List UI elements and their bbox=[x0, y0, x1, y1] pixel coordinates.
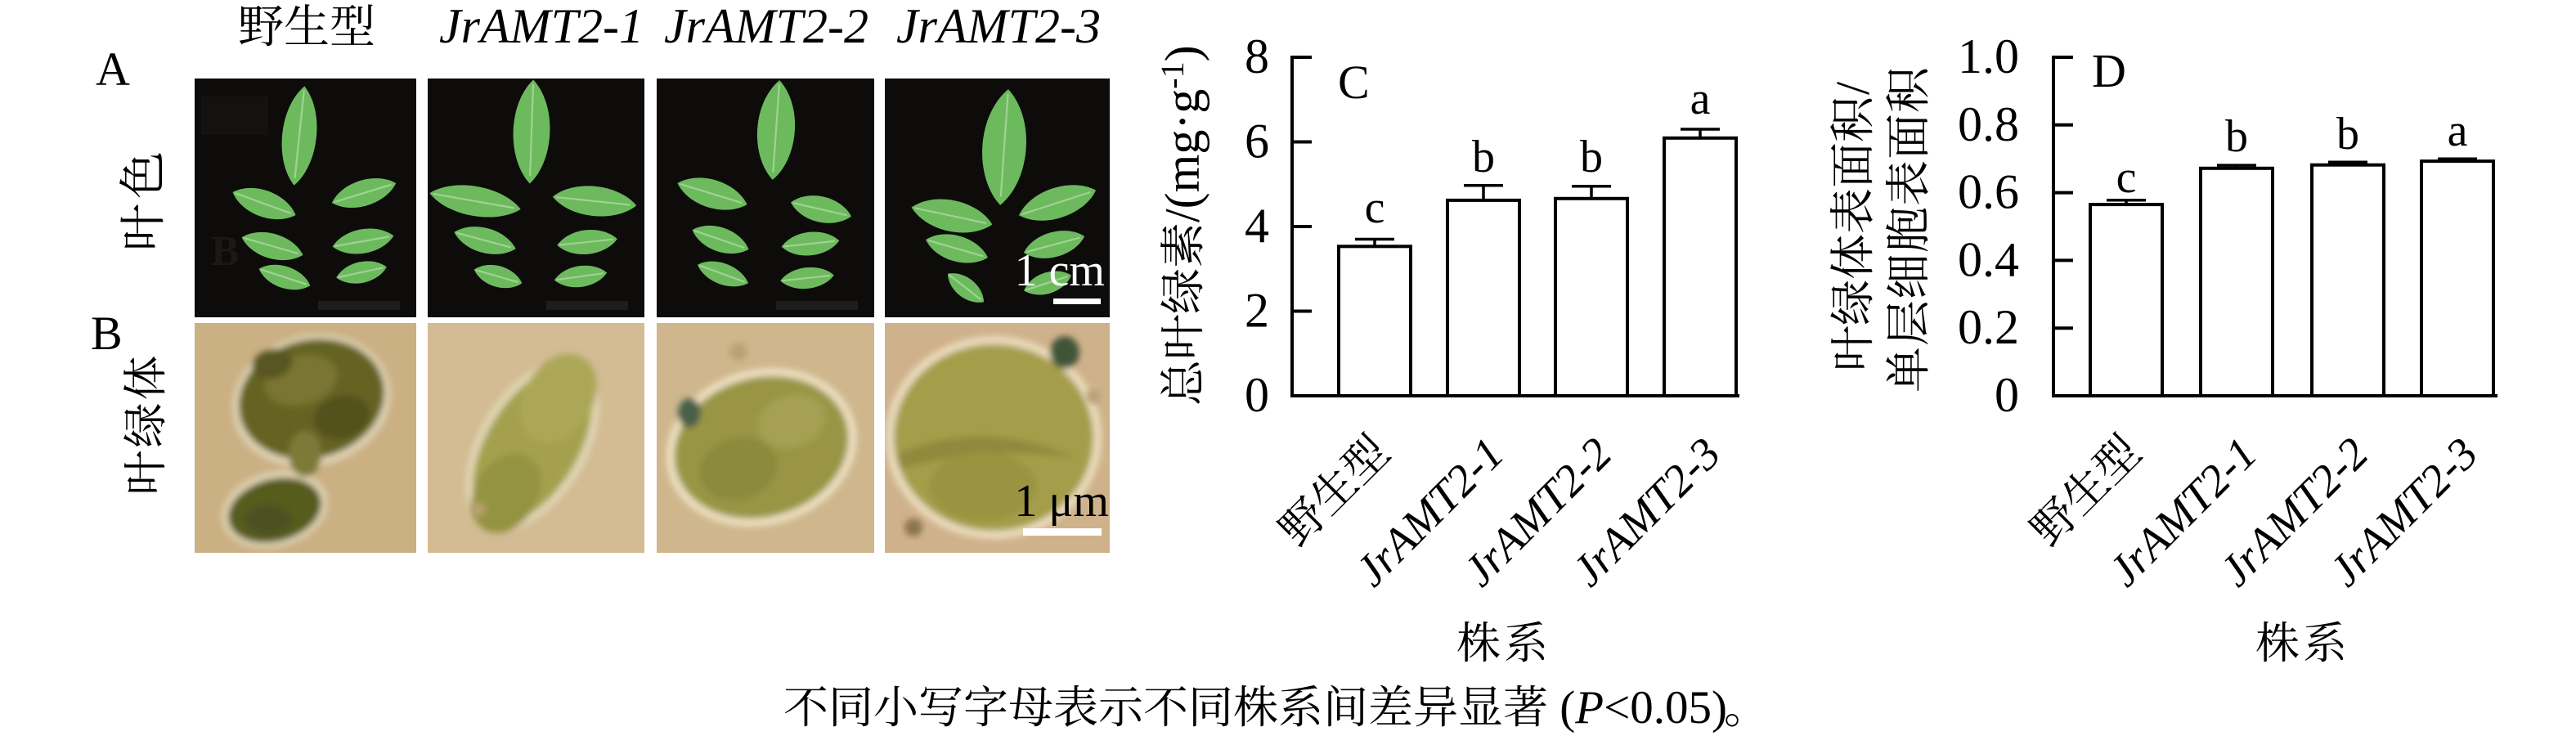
svg-text:a: a bbox=[2448, 105, 2468, 156]
svg-text:0: 0 bbox=[1995, 368, 2019, 422]
svg-text:0.6: 0.6 bbox=[1958, 165, 2019, 219]
svg-text:D: D bbox=[2092, 44, 2126, 97]
svg-text:JrAMT2-2: JrAMT2-2 bbox=[664, 0, 868, 53]
svg-text:8: 8 bbox=[1245, 29, 1269, 83]
svg-text:A: A bbox=[96, 43, 130, 96]
svg-text:1 cm: 1 cm bbox=[1015, 245, 1105, 296]
svg-text:c: c bbox=[2116, 152, 2137, 203]
svg-text:b: b bbox=[2336, 109, 2359, 159]
svg-text:2: 2 bbox=[1245, 284, 1269, 338]
svg-text:0.8: 0.8 bbox=[1958, 97, 2019, 151]
svg-text:b: b bbox=[1472, 132, 1495, 182]
svg-text:B: B bbox=[211, 228, 240, 275]
svg-text:b: b bbox=[1580, 132, 1603, 182]
svg-text:/: / bbox=[1826, 81, 1879, 95]
svg-text:0.2: 0.2 bbox=[1958, 300, 2019, 354]
svg-text:0.4: 0.4 bbox=[1958, 232, 2019, 286]
svg-text:(P<0.05): (P<0.05) bbox=[1548, 682, 1727, 734]
svg-text:1 μm: 1 μm bbox=[1014, 476, 1109, 527]
svg-text:0: 0 bbox=[1245, 368, 1269, 422]
svg-text:1.0: 1.0 bbox=[1958, 29, 2019, 83]
svg-text:B: B bbox=[91, 307, 123, 360]
svg-text:c: c bbox=[1365, 182, 1385, 233]
svg-text:b: b bbox=[2225, 111, 2248, 162]
svg-text:a: a bbox=[1690, 74, 1711, 124]
svg-text:JrAMT2-3: JrAMT2-3 bbox=[896, 0, 1101, 53]
svg-text:6: 6 bbox=[1245, 114, 1269, 168]
svg-text:C: C bbox=[1338, 56, 1370, 109]
svg-text:JrAMT2-1: JrAMT2-1 bbox=[439, 0, 644, 53]
svg-text:4: 4 bbox=[1245, 199, 1269, 253]
